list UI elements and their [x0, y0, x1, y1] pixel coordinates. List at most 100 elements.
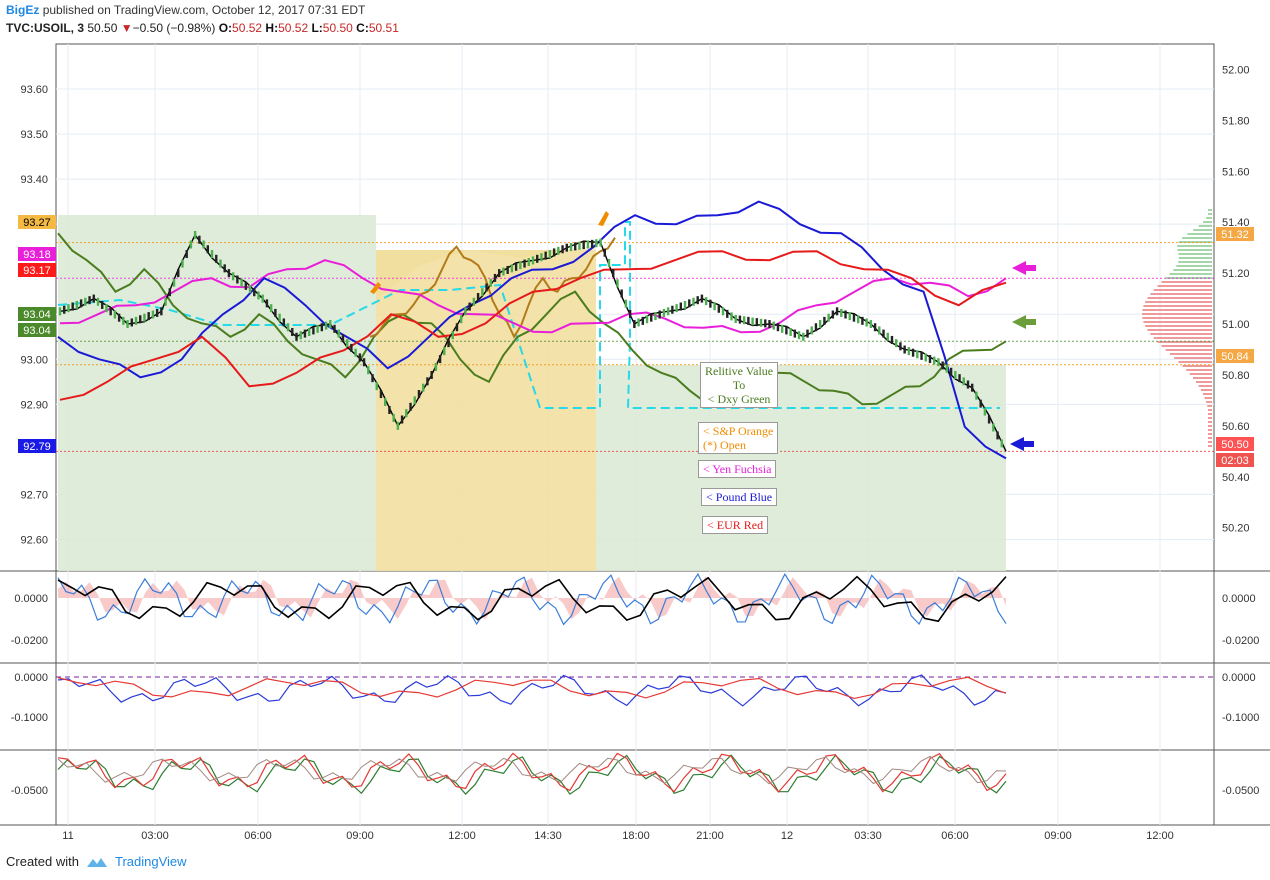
candle	[890, 335, 894, 344]
annotation-pound[interactable]: < Pound Blue	[701, 488, 778, 506]
annotation-eur[interactable]: < EUR Red	[702, 516, 769, 534]
pane2-left-tick: 0.0000	[14, 593, 48, 605]
x-tick-label: 18:00	[622, 830, 650, 842]
candle	[92, 294, 95, 303]
candle	[595, 239, 598, 248]
orange-arrow-icon	[598, 211, 609, 226]
candle	[210, 250, 214, 259]
left-tick-label: 92.90	[20, 399, 48, 411]
left-tick-label: 92.60	[20, 534, 48, 546]
x-tick-label: 06:00	[941, 830, 969, 842]
candle	[333, 324, 336, 333]
price-change: −0.50 (−0.98%)	[132, 21, 216, 35]
candle	[987, 415, 991, 424]
candle	[177, 269, 180, 278]
candle	[671, 305, 674, 314]
x-tick-label: 06:00	[244, 830, 272, 842]
candle	[806, 329, 809, 338]
left-marker-label: 92.79	[23, 441, 51, 453]
candle	[624, 299, 628, 308]
pane3-right-tick: 0.0000	[1222, 672, 1256, 684]
candle	[540, 253, 543, 262]
right-price-marker: 50.50	[1216, 437, 1254, 451]
candle	[405, 409, 408, 418]
candle	[780, 324, 784, 333]
pane3-right-tick: -0.1000	[1222, 712, 1259, 724]
orange-arrow-icon	[370, 282, 381, 294]
candle	[612, 269, 615, 278]
candle	[206, 245, 210, 254]
candle	[920, 351, 923, 360]
author-name[interactable]: BigEz	[6, 3, 40, 17]
candle	[933, 356, 936, 365]
candle	[523, 259, 526, 268]
x-tick-label: 09:00	[1044, 830, 1072, 842]
candle	[493, 273, 497, 282]
candle	[481, 288, 484, 297]
annotation-yen[interactable]: < Yen Fuchsia	[698, 460, 777, 478]
candle	[751, 317, 754, 326]
candle	[721, 307, 725, 316]
candle	[375, 382, 378, 391]
candle	[755, 318, 759, 327]
pane4-right-tick: -0.0500	[1222, 785, 1259, 797]
candle	[979, 399, 982, 408]
candle	[303, 329, 307, 338]
candle	[810, 326, 813, 335]
candle	[966, 380, 970, 389]
candle	[269, 304, 273, 313]
candle	[519, 261, 522, 270]
candle	[485, 283, 488, 292]
candle	[620, 289, 623, 298]
left-price-marker: 93.27	[18, 215, 56, 229]
candle	[675, 304, 678, 313]
candle	[134, 316, 138, 325]
annotation-dxy[interactable]: Relitive Value To < Dxy Green	[700, 362, 779, 408]
candle	[637, 318, 640, 327]
candle	[409, 402, 412, 411]
candle	[506, 265, 509, 274]
left-tick-label: 93.60	[20, 84, 48, 96]
right-marker-label: 51.32	[1221, 229, 1249, 241]
x-tick-label: 03:30	[854, 830, 882, 842]
candle	[489, 278, 492, 287]
candle	[840, 308, 843, 317]
x-tick-label: 12:00	[1146, 830, 1174, 842]
candle	[160, 307, 163, 316]
candle	[460, 315, 463, 324]
candle	[236, 275, 239, 284]
candle	[413, 396, 416, 405]
x-tick-label: 12:00	[448, 830, 476, 842]
left-tick-label: 93.50	[20, 129, 48, 141]
candle	[814, 323, 818, 332]
candle	[704, 297, 708, 306]
candle	[58, 307, 62, 316]
candle	[962, 377, 965, 386]
pane2-right-tick: -0.0200	[1222, 635, 1259, 647]
sp-area	[376, 245, 596, 571]
candle	[852, 313, 856, 322]
candle	[586, 240, 590, 249]
symbol-line: TVC:USOIL, 3 50.50 ▼−0.50 (−0.98%) O:50.…	[6, 21, 399, 35]
candle	[379, 390, 383, 399]
candle	[679, 302, 683, 311]
candle	[117, 313, 121, 322]
candle	[455, 323, 459, 332]
candle	[958, 374, 961, 383]
right-tick-label: 51.20	[1222, 268, 1250, 280]
candle	[531, 256, 535, 265]
series-line-pound-blue	[57, 200, 1007, 460]
candle	[683, 300, 687, 309]
candle	[155, 308, 159, 317]
left-marker-label: 93.04	[23, 309, 51, 321]
candle	[231, 272, 235, 281]
x-tick-label: 11	[62, 830, 73, 842]
left-tick-label: 93.00	[20, 354, 48, 366]
candle	[316, 324, 319, 333]
tradingview-brand[interactable]: TradingView	[114, 854, 187, 869]
annotation-sp[interactable]: < S&P Orange (*) Open	[698, 422, 779, 454]
candle	[574, 242, 577, 251]
right-marker-label: 50.50	[1221, 439, 1249, 451]
candle	[164, 297, 167, 306]
